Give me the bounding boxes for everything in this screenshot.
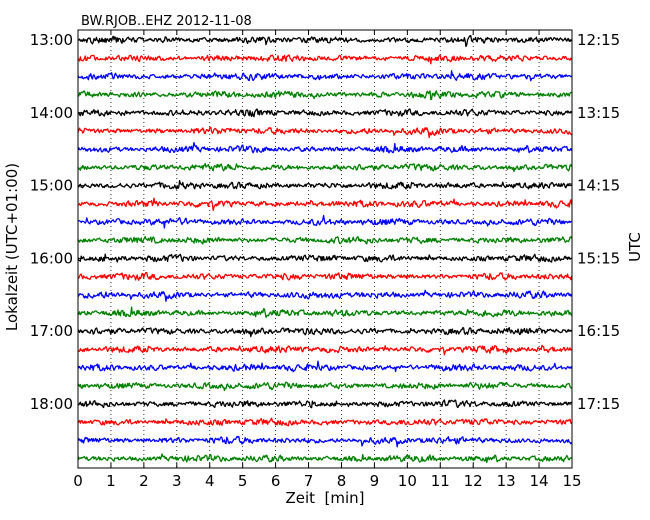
seismogram-trace bbox=[77, 54, 573, 65]
seismogram-trace bbox=[77, 271, 573, 281]
right-tick-label: 15:15 bbox=[577, 249, 620, 267]
seismogram-trace bbox=[77, 344, 573, 356]
seismogram-trace bbox=[77, 417, 573, 427]
seismogram-trace bbox=[77, 235, 573, 245]
x-tick-label: 5 bbox=[238, 472, 248, 490]
seismogram-trace bbox=[77, 34, 573, 48]
seismogram-traces bbox=[77, 34, 573, 464]
chart-title: BW.RJOB..EHZ 2012-11-08 bbox=[81, 14, 252, 29]
x-tick-label: 9 bbox=[370, 472, 380, 490]
seismogram-trace bbox=[77, 306, 573, 318]
plot-frame bbox=[77, 29, 573, 469]
right-tick-label: 13:15 bbox=[577, 104, 620, 122]
x-tick-label: 15 bbox=[562, 472, 581, 490]
x-tick-label: 1 bbox=[106, 472, 116, 490]
left-tick-label: 13:00 bbox=[30, 31, 73, 49]
seismogram-trace bbox=[77, 453, 572, 464]
seismogram-trace bbox=[77, 289, 573, 302]
seismogram-trace bbox=[77, 253, 572, 263]
x-tick-label: 11 bbox=[431, 472, 450, 490]
right-axis-ticks: 12:15 13:15 14:15 15:15 16:15 17:15 bbox=[567, 31, 620, 413]
seismogram-trace bbox=[77, 327, 572, 338]
x-tick-label: 12 bbox=[464, 472, 483, 490]
seismogram-trace bbox=[77, 197, 573, 211]
left-tick-label: 15:00 bbox=[30, 177, 73, 195]
x-tick-label: 10 bbox=[398, 472, 417, 490]
x-tick-label: 14 bbox=[530, 472, 549, 490]
seismogram-trace bbox=[77, 126, 572, 139]
y-axis-label-right: UTC bbox=[626, 232, 644, 262]
x-tick-label: 2 bbox=[139, 472, 149, 490]
x-axis-label: Zeit [min] bbox=[285, 489, 364, 507]
x-tick-label: 4 bbox=[205, 472, 215, 490]
x-tick-label: 6 bbox=[271, 472, 281, 490]
x-tick-label: 3 bbox=[172, 472, 182, 490]
left-tick-label: 17:00 bbox=[30, 322, 73, 340]
right-tick-label: 14:15 bbox=[577, 177, 620, 195]
left-tick-label: 16:00 bbox=[30, 249, 73, 267]
x-tick-label: 13 bbox=[497, 472, 516, 490]
y-axis-label-left: Lokalzeit (UTC+01:00) bbox=[3, 163, 21, 331]
seismogram-trace bbox=[77, 435, 573, 448]
left-axis-ticks: 13:00 14:00 15:00 16:00 17:00 18:00 bbox=[30, 31, 83, 413]
seismogram-trace bbox=[77, 180, 572, 190]
seismogram-trace bbox=[77, 108, 572, 118]
x-tick-label: 7 bbox=[304, 472, 314, 490]
seismogram-trace bbox=[77, 360, 573, 373]
right-tick-label: 16:15 bbox=[577, 322, 620, 340]
seismogram-trace bbox=[77, 214, 572, 229]
seismogram-trace bbox=[77, 90, 572, 101]
left-tick-label: 18:00 bbox=[30, 395, 73, 413]
x-tick-label: 8 bbox=[337, 472, 347, 490]
seismogram-trace bbox=[77, 381, 572, 392]
left-tick-label: 14:00 bbox=[30, 104, 73, 122]
x-tick-label: 0 bbox=[73, 472, 83, 490]
right-tick-label: 12:15 bbox=[577, 31, 620, 49]
seismogram-trace bbox=[77, 70, 573, 82]
right-tick-label: 17:15 bbox=[577, 395, 620, 413]
x-axis-ticks: 0 1 2 3 4 5 6 7 8 9 10 11 12 13 14 15 bbox=[73, 30, 582, 490]
seismogram-trace bbox=[77, 142, 573, 154]
seismogram-trace bbox=[77, 399, 572, 409]
seismogram-trace bbox=[77, 162, 573, 173]
